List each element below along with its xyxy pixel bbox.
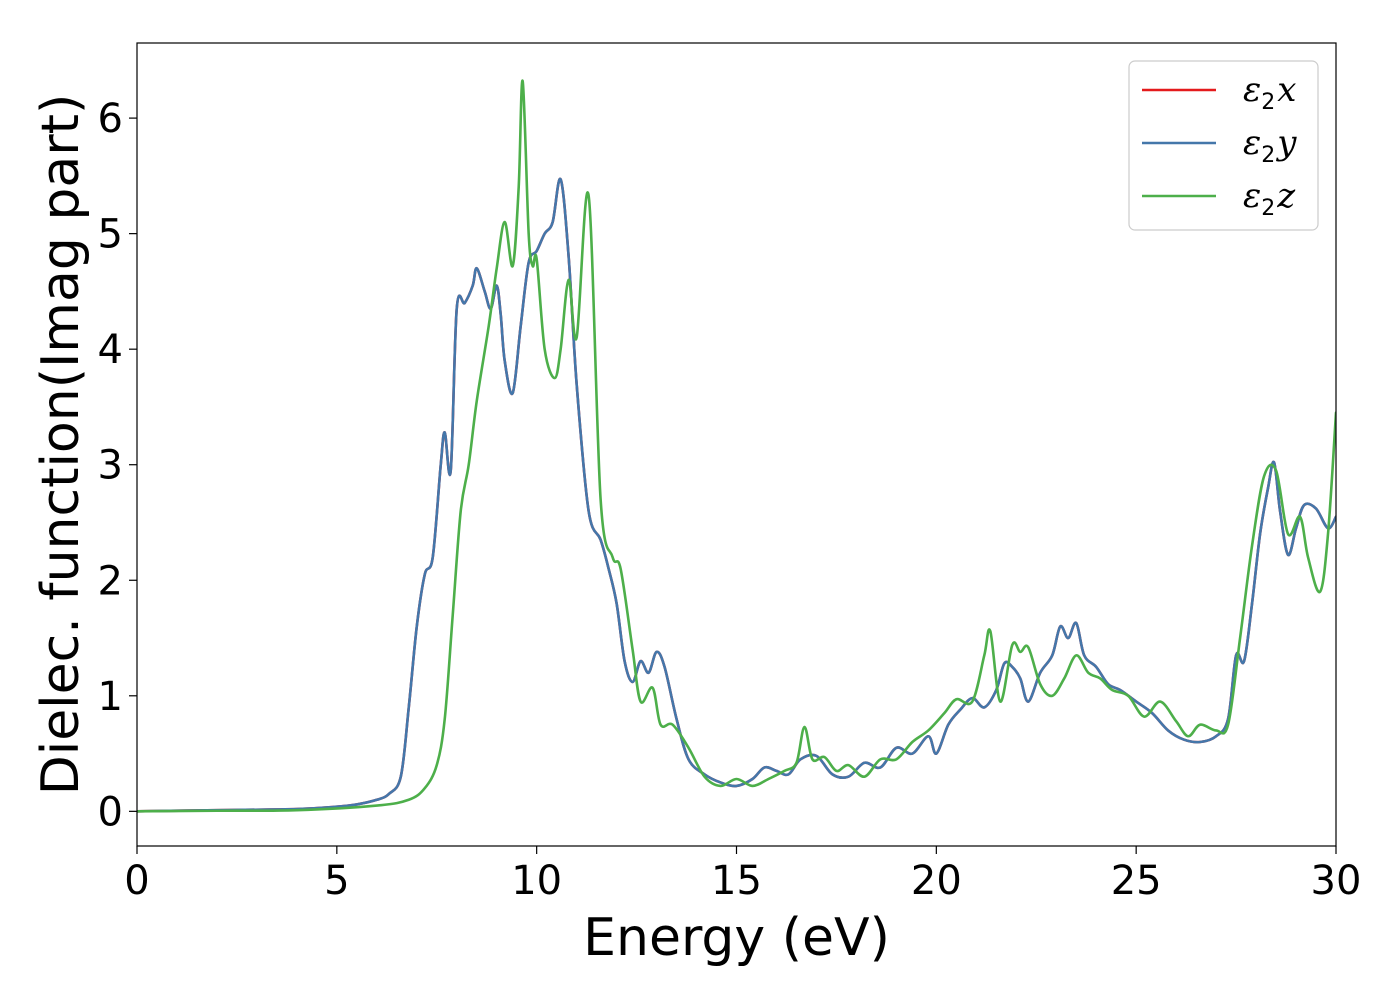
legend-subscript: 2 (1261, 90, 1275, 115)
x-tick-label: 25 (1111, 858, 1162, 904)
legend-label-y: ε2y (1243, 123, 1297, 168)
legend-subscript: 2 (1261, 196, 1275, 221)
legend-subscript: 2 (1261, 143, 1275, 168)
y-tick-label: 0 (98, 789, 123, 835)
series-line-z (137, 79, 1336, 813)
plot-area (137, 79, 1336, 813)
y-tick-label: 4 (98, 327, 123, 373)
legend-symbol: ε (1243, 123, 1261, 163)
legend-component: z (1276, 176, 1296, 216)
y-tick-label: 2 (98, 558, 123, 604)
y-tick-label: 3 (98, 443, 123, 489)
legend-box (1128, 60, 1319, 231)
x-tick-label: 20 (911, 858, 962, 904)
x-tick-label: 5 (324, 858, 349, 904)
y-axis-title: Dielec. function(Imag part) (31, 94, 91, 796)
x-tick-label: 10 (511, 858, 562, 904)
legend-component: x (1277, 70, 1296, 110)
x-tick-label: 15 (711, 858, 762, 904)
y-axis: 0 1 2 3 4 5 6 (98, 96, 137, 835)
legend-symbol: ε (1243, 176, 1261, 216)
x-axis: 0 5 10 15 20 25 30 (124, 846, 1361, 904)
legend-component: y (1275, 123, 1297, 163)
x-tick-label: 0 (124, 858, 149, 904)
x-axis-title: Energy (eV) (583, 908, 890, 968)
legend-label-z: ε2z (1243, 176, 1296, 221)
y-tick-label: 5 (98, 212, 123, 258)
legend-label-x: ε2x (1243, 70, 1296, 115)
series-line-y (137, 177, 1336, 813)
x-tick-label: 30 (1311, 858, 1362, 904)
y-tick-label: 6 (98, 96, 123, 142)
legend-symbol: ε (1243, 70, 1261, 110)
y-tick-label: 1 (98, 674, 123, 720)
